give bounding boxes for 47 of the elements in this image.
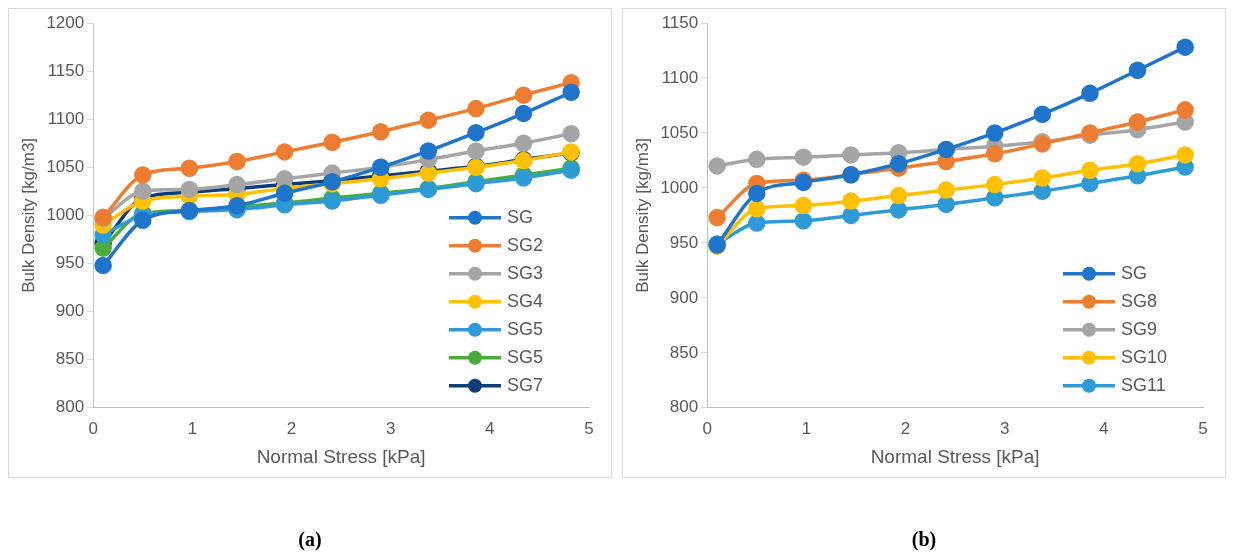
legend-label: SG5 [507, 346, 544, 367]
x-tick-label: 0 [88, 418, 98, 438]
y-tick-label: 850 [55, 349, 85, 369]
y-tick-label: 850 [669, 342, 699, 362]
x-tick-label: 4 [485, 418, 495, 438]
x-tick-label: 1 [801, 418, 812, 438]
y-tick-label: 1050 [46, 156, 85, 176]
text: (a) [297, 528, 323, 551]
y-tick-label: 1000 [660, 177, 699, 197]
y-tick-label: 800 [669, 397, 699, 417]
y-tick-label: 1050 [660, 122, 699, 142]
legend-label: SG3 [507, 262, 544, 283]
x-tick-label: 5 [1198, 418, 1208, 438]
legend-label: SG11 [1121, 374, 1166, 395]
x-tick-label: 3 [999, 418, 1010, 438]
y-tick-label: 1150 [661, 12, 699, 32]
y-tick-label: 1100 [661, 67, 699, 87]
x-tick-label: 1 [187, 418, 198, 438]
x-tick-label: 3 [385, 418, 396, 438]
y-tick-label: 950 [669, 232, 699, 252]
x-tick-label: 5 [584, 418, 594, 438]
y-tick-label: 1000 [46, 205, 85, 225]
x-axis-title: Normal Stress [kPa] [870, 445, 1040, 467]
y-tick-label: 1200 [46, 12, 85, 32]
text: (b) [910, 528, 938, 551]
y-tick-label: 900 [669, 287, 699, 307]
y-tick-label: 800 [55, 397, 85, 417]
legend-label: SG2 [507, 234, 544, 255]
y-tick-label: 950 [55, 253, 85, 273]
legend-label: SG7 [507, 374, 544, 395]
legend-label: SG4 [507, 290, 544, 311]
legend-label: SG8 [1121, 290, 1158, 311]
x-axis-title: Normal Stress [kPa] [256, 445, 426, 467]
x-tick-label: 2 [286, 418, 297, 438]
legend-label: SG10 [1121, 346, 1168, 367]
legend-label: SG [1121, 262, 1148, 283]
y-axis-title: Bulk Density [kg/m3] [632, 137, 652, 293]
x-tick-label: 0 [702, 418, 712, 438]
y-tick-label: 1150 [47, 60, 85, 80]
y-tick-label: 1100 [47, 108, 85, 128]
legend-label: SG [507, 206, 534, 227]
legend-label: SG5 [507, 318, 544, 339]
y-tick-label: 900 [55, 301, 85, 321]
x-tick-label: 2 [900, 418, 911, 438]
x-tick-label: 4 [1099, 418, 1109, 438]
legend-label: SG9 [1121, 318, 1158, 339]
y-axis-title: Bulk Density [kg/m3] [18, 137, 38, 293]
